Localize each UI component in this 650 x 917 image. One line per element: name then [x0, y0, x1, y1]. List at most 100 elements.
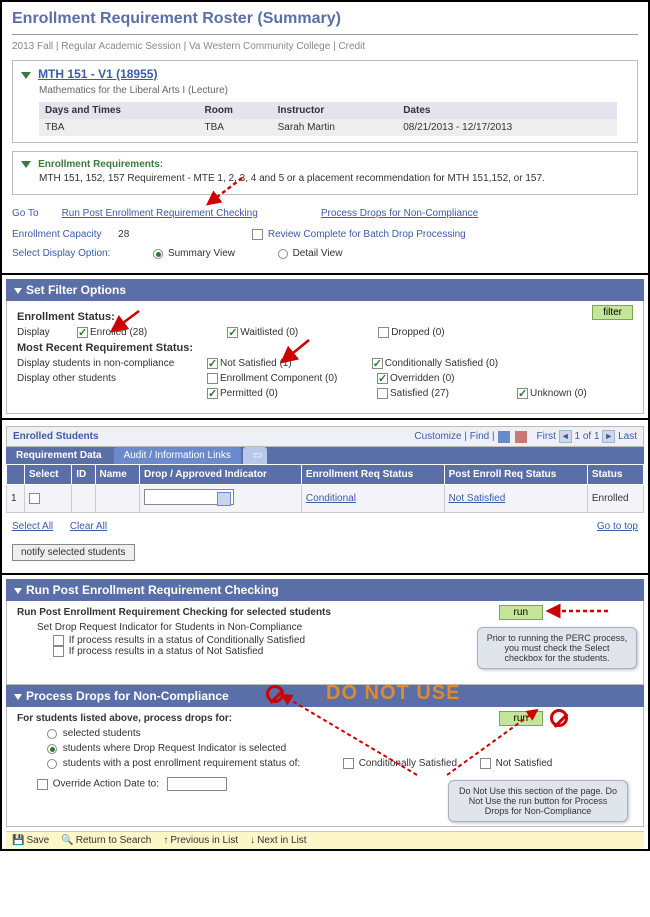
dropped-label: Dropped (0) — [391, 327, 444, 338]
row-select-checkbox[interactable] — [29, 493, 40, 504]
val-room: TBA — [199, 119, 272, 136]
summary-label: Summary View — [168, 248, 235, 259]
prohibit-icon — [266, 685, 284, 703]
post-enroll-link[interactable]: Not Satisfied — [449, 493, 506, 504]
display-option-label: Select Display Option: — [12, 248, 110, 259]
col-room: Room — [199, 102, 272, 119]
waitlisted-label: Waitlisted (0) — [240, 327, 298, 338]
go-top-link[interactable]: Go to top — [597, 521, 638, 532]
run-checking-link[interactable]: Run Post Enrollment Requirement Checking — [62, 208, 258, 219]
col-name: Name — [95, 465, 139, 485]
not-satisfied-label: Not Satisfied (1) — [220, 358, 292, 369]
last-label[interactable]: Last — [618, 431, 637, 442]
drops-section-body: For students listed above, process drops… — [6, 707, 644, 827]
if-cond-label: If process results in a status of Condit… — [69, 635, 305, 646]
tab-requirement-data[interactable]: Requirement Data — [6, 447, 112, 464]
expand-icon[interactable] — [21, 161, 31, 168]
clear-all-link[interactable]: Clear All — [70, 521, 107, 532]
req-label: Enrollment Requirements: — [38, 159, 163, 170]
cond-sat-label: Conditionally Satisfied — [359, 758, 457, 769]
notify-students-button[interactable]: notify selected students — [12, 544, 135, 561]
noncomp-label: Display students in non-compliance — [17, 358, 207, 369]
if-cond-checkbox[interactable] — [53, 635, 64, 646]
drops-callout: Do Not Use this section of the page. Do … — [448, 780, 628, 822]
next-button[interactable]: Next in List — [250, 835, 306, 846]
course-desc: Mathematics for the Liberal Arts I (Lect… — [39, 85, 629, 96]
enroll-req-link[interactable]: Conditional — [306, 493, 356, 504]
enroll-component-checkbox[interactable] — [207, 373, 218, 384]
capacity-value: 28 — [118, 229, 129, 240]
other-label: Display other students — [17, 373, 207, 384]
waitlisted-checkbox[interactable] — [227, 327, 238, 338]
override-date-input[interactable] — [167, 777, 227, 791]
enrolled-checkbox[interactable] — [77, 327, 88, 338]
cond-satisfied-label: Conditionally Satisfied (0) — [385, 358, 498, 369]
return-button[interactable]: Return to Search — [61, 835, 151, 846]
view-all-icon[interactable] — [498, 431, 510, 443]
val-days: TBA — [39, 119, 199, 136]
col-days: Days and Times — [39, 102, 199, 119]
requirements-box: Enrollment Requirements: MTH 151, 152, 1… — [12, 151, 638, 195]
summary-radio[interactable] — [153, 249, 163, 259]
select-all-link[interactable]: Select All — [12, 521, 53, 532]
process-drops-link[interactable]: Process Drops for Non-Compliance — [321, 208, 478, 219]
dropped-checkbox[interactable] — [378, 327, 389, 338]
prohibit-icon — [550, 709, 568, 727]
enrolled-students-table: Select ID Name Drop / Approved Indicator… — [6, 464, 644, 513]
tabs-row: Requirement Data Audit / Information Lin… — [6, 447, 644, 464]
run-callout: Prior to running the PERC process, you m… — [477, 627, 637, 669]
if-not-checkbox[interactable] — [53, 646, 64, 657]
filter-body: filter Enrollment Status: Display Enroll… — [6, 301, 644, 414]
cond-satisfied-checkbox[interactable] — [372, 358, 383, 369]
not-satisfied-checkbox[interactable] — [207, 358, 218, 369]
expand-icon[interactable] — [21, 72, 31, 79]
download-icon[interactable] — [515, 431, 527, 443]
customize-link[interactable]: Customize — [414, 431, 461, 442]
selected-students-radio[interactable] — [47, 729, 57, 739]
filter-button[interactable]: filter — [592, 305, 633, 320]
course-box: MTH 151 - V1 (18955) Mathematics for the… — [12, 60, 638, 143]
tab-expand-icon[interactable]: ▭ — [243, 447, 267, 464]
col-status: Status — [587, 465, 643, 485]
save-button[interactable]: Save — [12, 835, 49, 846]
not-sat-checkbox[interactable] — [480, 758, 491, 769]
permitted-label: Permitted (0) — [220, 388, 278, 399]
cond-sat-checkbox[interactable] — [343, 758, 354, 769]
enroll-status-label: Enrollment Status: — [17, 311, 633, 323]
review-checkbox[interactable] — [252, 229, 263, 240]
run-button[interactable]: run — [499, 605, 543, 620]
post-status-radio[interactable] — [47, 759, 57, 769]
drop-indicator-dropdown[interactable] — [144, 489, 234, 505]
override-checkbox[interactable] — [37, 779, 48, 790]
permitted-checkbox[interactable] — [207, 388, 218, 399]
indicator-radio[interactable] — [47, 744, 57, 754]
overridden-label: Overridden (0) — [390, 373, 454, 384]
run-section-body: Run Post Enrollment Requirement Checking… — [6, 601, 644, 685]
find-link[interactable]: Find — [470, 431, 489, 442]
drops-section-bar: Process Drops for Non-Compliance DO NOT … — [6, 685, 644, 707]
overridden-checkbox[interactable] — [377, 373, 388, 384]
detail-radio[interactable] — [278, 249, 288, 259]
col-drop: Drop / Approved Indicator — [139, 465, 301, 485]
col-dates: Dates — [397, 102, 616, 119]
row-status: Enrolled — [587, 485, 643, 513]
override-label: Override Action Date to: — [53, 779, 159, 790]
opt-selected: selected students — [63, 728, 141, 739]
satisfied-label: Satisfied (27) — [390, 388, 449, 399]
drops-run-button[interactable]: run — [499, 711, 543, 726]
val-instructor: Sarah Martin — [272, 119, 398, 136]
capacity-label: Enrollment Capacity — [12, 229, 101, 240]
not-sat-label: Not Satisfied — [496, 758, 553, 769]
prev-button[interactable]: Previous in List — [163, 835, 238, 846]
val-dates: 08/21/2013 - 12/17/2013 — [397, 119, 616, 136]
enrolled-label: Enrolled (28) — [90, 327, 147, 338]
course-link[interactable]: MTH 151 - V1 (18955) — [38, 67, 157, 81]
satisfied-checkbox[interactable] — [377, 388, 388, 399]
next-page-button[interactable]: ► — [602, 430, 615, 443]
tab-audit-links[interactable]: Audit / Information Links — [114, 447, 241, 464]
unknown-label: Unknown (0) — [530, 388, 587, 399]
display-label: Display — [17, 327, 77, 338]
unknown-checkbox[interactable] — [517, 388, 528, 399]
prev-page-button[interactable]: ◄ — [559, 430, 572, 443]
first-label[interactable]: First — [536, 431, 555, 442]
